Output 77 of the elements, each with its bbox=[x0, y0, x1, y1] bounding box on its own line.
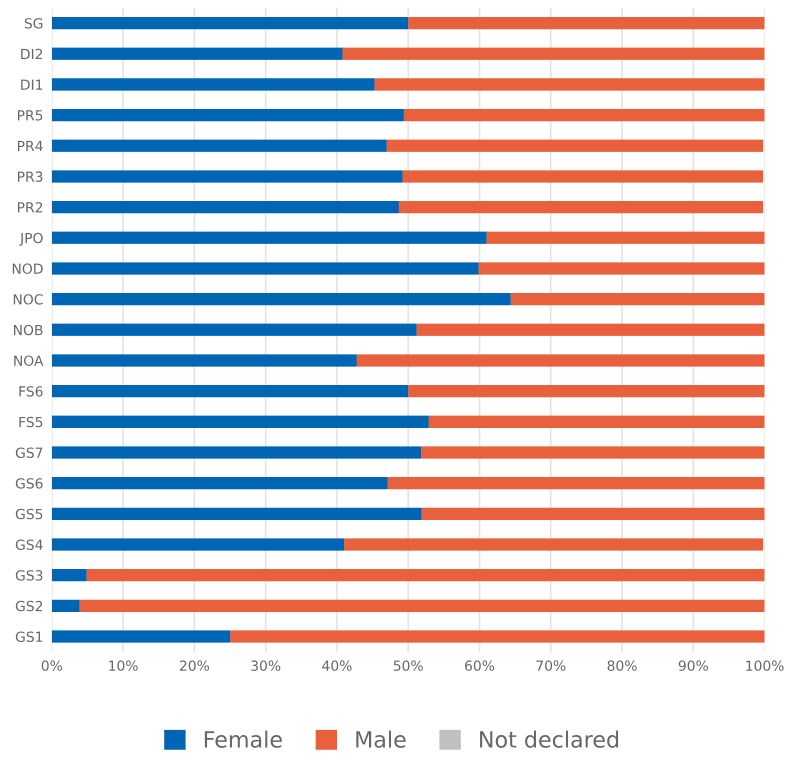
bar bbox=[408, 16, 765, 30]
bar bbox=[486, 232, 765, 244]
bar bbox=[52, 200, 399, 214]
bar bbox=[510, 292, 765, 306]
bar bbox=[402, 170, 764, 183]
bar bbox=[356, 354, 765, 367]
bar bbox=[52, 508, 422, 520]
x-tick-label: 100% bbox=[746, 660, 784, 671]
y-tick-label: GS1 bbox=[16, 631, 42, 642]
bar bbox=[404, 108, 765, 122]
y-tick-label: PR3 bbox=[18, 171, 42, 182]
bar bbox=[428, 416, 765, 428]
bar bbox=[52, 416, 429, 428]
x-tick-label: 0% bbox=[42, 660, 62, 671]
bar bbox=[86, 569, 765, 582]
y-tick-label: GS6 bbox=[16, 478, 43, 489]
legend-label: Female bbox=[204, 730, 282, 748]
y-tick-label: PR4 bbox=[18, 140, 43, 152]
x-tick-label: 50% bbox=[394, 660, 423, 671]
y-tick-label: GS7 bbox=[16, 447, 42, 458]
bar bbox=[52, 232, 487, 244]
y-tick-label: JPO bbox=[19, 232, 43, 246]
bar bbox=[422, 508, 765, 520]
bar bbox=[374, 78, 765, 91]
y-tick-label: NOA bbox=[14, 355, 44, 366]
y-tick-label: PR5 bbox=[18, 110, 42, 121]
bar bbox=[52, 140, 387, 152]
bar bbox=[80, 600, 765, 612]
bar bbox=[52, 538, 344, 551]
bar bbox=[52, 385, 408, 398]
bar bbox=[52, 354, 357, 367]
bar bbox=[478, 262, 765, 275]
y-tick-label: GS4 bbox=[16, 539, 43, 550]
x-tick-label: 60% bbox=[465, 660, 494, 671]
y-tick-label: FS6 bbox=[19, 386, 43, 397]
bar bbox=[344, 538, 764, 551]
y-tick-label: PR2 bbox=[18, 202, 42, 212]
y-tick-label: GS3 bbox=[16, 570, 42, 581]
bar bbox=[52, 630, 230, 643]
bar bbox=[52, 108, 404, 122]
y-tick-label: NOC bbox=[14, 294, 43, 305]
bar bbox=[386, 140, 764, 152]
bar bbox=[52, 170, 402, 183]
x-tick-label: 90% bbox=[678, 660, 708, 671]
y-tick-label: DI2 bbox=[21, 48, 42, 60]
y-tick-label: FS5 bbox=[19, 416, 42, 428]
x-tick-label: 10% bbox=[109, 660, 138, 671]
bar bbox=[388, 477, 765, 490]
x-tick-label: 80% bbox=[608, 660, 637, 671]
bar bbox=[342, 48, 765, 60]
bar bbox=[421, 446, 765, 459]
bar bbox=[52, 569, 87, 582]
y-tick-label: NOD bbox=[12, 263, 43, 274]
bar bbox=[52, 16, 408, 30]
y-tick-label: NOB bbox=[14, 324, 42, 336]
y-tick-label: SG bbox=[24, 18, 42, 29]
bar bbox=[52, 78, 375, 91]
bar bbox=[52, 292, 511, 306]
bar bbox=[398, 200, 764, 214]
legend-label: Male bbox=[356, 730, 406, 748]
x-tick-label: 40% bbox=[322, 660, 352, 671]
bar bbox=[230, 630, 765, 643]
x-tick-label: 20% bbox=[180, 660, 210, 671]
y-tick-label: GS5 bbox=[16, 508, 42, 520]
bar bbox=[408, 385, 765, 398]
bar bbox=[52, 477, 388, 490]
x-tick-label: 70% bbox=[536, 660, 566, 671]
y-tick-label: GS2 bbox=[16, 600, 42, 612]
bar bbox=[52, 262, 479, 275]
x-tick-label: 30% bbox=[251, 660, 280, 671]
legend-label: Not declared bbox=[480, 730, 618, 748]
bar bbox=[52, 600, 80, 612]
bar bbox=[416, 324, 765, 336]
bar bbox=[52, 446, 422, 459]
bar bbox=[52, 48, 343, 60]
y-tick-label: DI1 bbox=[21, 80, 42, 90]
bar bbox=[52, 324, 417, 336]
